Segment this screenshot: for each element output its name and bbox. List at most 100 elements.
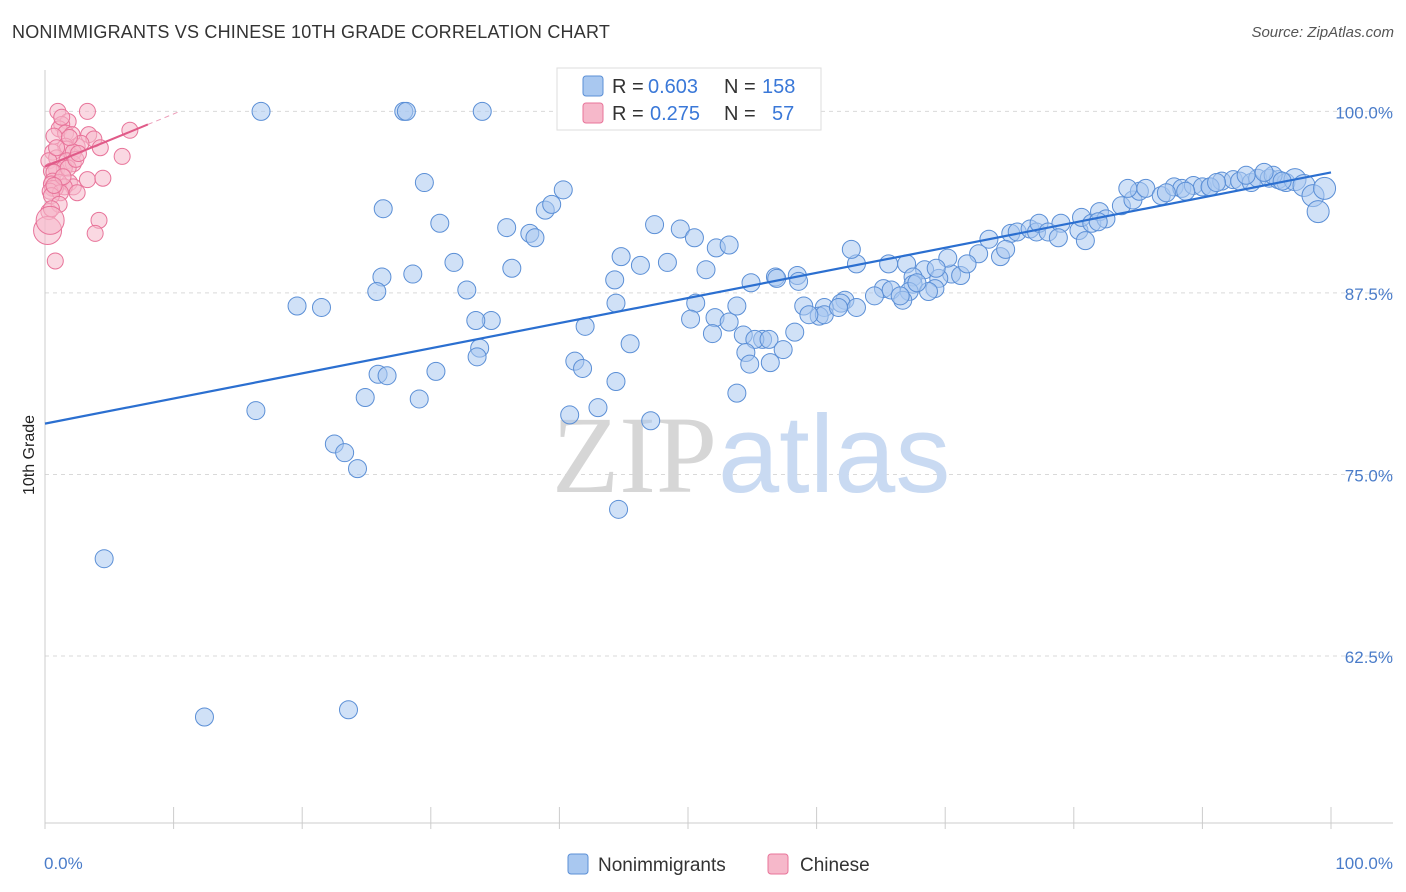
nonimmigrants-point-14 xyxy=(444,252,464,272)
nonimmigrants-point-98 xyxy=(785,322,805,342)
nonimmigrants-point-149 xyxy=(1156,183,1176,203)
chinese-point-26 xyxy=(78,171,96,189)
nonimmigrants-point-144 xyxy=(1236,165,1256,185)
y-tick-label-1: 87.5% xyxy=(1345,285,1393,304)
nonimmigrants-point-52 xyxy=(719,235,739,255)
nonimmigrants-point-152 xyxy=(1075,231,1095,251)
nonimmigrants-point-12 xyxy=(525,228,545,248)
source-label: Source: ZipAtlas.com xyxy=(1251,24,1394,41)
nonimmigrants-point-7 xyxy=(497,218,517,238)
axes xyxy=(44,70,1393,829)
chinese-point-50 xyxy=(35,205,65,235)
nonimmigrants-point-13 xyxy=(502,258,522,278)
chinese-trend-extension xyxy=(147,110,181,125)
nonimmigrants-point-44 xyxy=(605,270,625,290)
nonimmigrants-point-28 xyxy=(355,387,375,407)
nonimmigrants-point-30 xyxy=(246,401,266,421)
y-axis-label: 10th Grade xyxy=(21,415,38,495)
nonimmigrants-point-6 xyxy=(430,213,450,233)
nonimmigrants-point-41 xyxy=(94,549,114,569)
legend-r-label-2: R = xyxy=(612,103,644,125)
watermark-zip: ZIP xyxy=(552,394,717,516)
nonimmigrants-point-38 xyxy=(560,405,580,425)
nonimmigrants-point-27 xyxy=(426,361,446,381)
nonimmigrants-point-49 xyxy=(645,215,665,235)
x-tick-label-min: 0.0% xyxy=(44,854,83,873)
chinese-point-17 xyxy=(113,147,131,165)
nonimmigrants-point-157 xyxy=(926,258,946,278)
nonimmigrants-point-158 xyxy=(907,273,927,293)
nonimmigrants-point-57 xyxy=(719,312,739,332)
nonimmigrants-point-159 xyxy=(890,286,910,306)
chart-title: NONIMMIGRANTS VS CHINESE 10TH GRADE CORR… xyxy=(12,22,611,42)
nonimmigrants-point-50 xyxy=(684,228,704,248)
nonimmigrants-point-42 xyxy=(194,707,214,727)
legend-n-label-2: N = xyxy=(724,103,756,125)
nonimmigrants-point-19 xyxy=(287,296,307,316)
nonimmigrants-point-22 xyxy=(466,311,486,331)
nonimmigrants-point-26 xyxy=(377,366,397,386)
nonimmigrants-point-24 xyxy=(467,347,487,367)
nonimmigrants-point-45 xyxy=(611,247,631,267)
chinese-point-55 xyxy=(45,176,63,194)
nonimmigrants-point-15 xyxy=(403,264,423,284)
chinese-points xyxy=(33,102,139,270)
y-tick-labels: 100.0% 87.5% 75.0% 62.5% xyxy=(1335,103,1393,667)
nonimmigrants-point-3 xyxy=(472,101,492,121)
nonimmigrants-point-47 xyxy=(657,252,677,272)
nonimmigrants-point-48 xyxy=(670,219,690,239)
nonimmigrants-point-58 xyxy=(702,324,722,344)
nonimmigrants-point-40 xyxy=(609,499,629,519)
legend-swatch-blue xyxy=(582,75,604,97)
nonimmigrants-point-70 xyxy=(841,239,861,259)
nonimmigrants-point-2 xyxy=(396,101,416,121)
nonimmigrants-point-63 xyxy=(727,296,747,316)
watermark-atlas: atlas xyxy=(718,393,950,516)
nonimmigrants-point-9 xyxy=(542,194,562,214)
nonimmigrants-point-150 xyxy=(1118,178,1138,198)
chinese-trend-line xyxy=(44,123,149,168)
bottom-legend-label-2: Chinese xyxy=(800,855,870,876)
nonimmigrants-point-95 xyxy=(759,329,779,349)
legend-r-label-1: R = xyxy=(612,76,644,98)
chinese-point-44 xyxy=(86,224,104,242)
nonimmigrants-point-10 xyxy=(553,180,573,200)
legend-swatch-pink xyxy=(582,102,604,124)
nonimmigrants-point-46 xyxy=(630,255,650,275)
nonimmigrants-point-64 xyxy=(741,273,761,293)
nonimmigrants-point-5 xyxy=(373,199,393,219)
chinese-point-56 xyxy=(53,108,71,126)
legend-n-value-1: 158 xyxy=(762,76,795,98)
nonimmigrants-point-147 xyxy=(1254,162,1274,182)
nonimmigrants-point-4 xyxy=(414,173,434,193)
nonimmigrants-point-153 xyxy=(1048,228,1068,248)
bottom-legend-label-1: Nonimmigrants xyxy=(598,855,726,876)
y-tick-label-2: 75.0% xyxy=(1345,466,1393,485)
bottom-legend: Nonimmigrants Chinese xyxy=(567,853,870,876)
nonimmigrants-point-37 xyxy=(588,398,608,418)
nonimmigrants-point-102 xyxy=(740,354,760,374)
nonimmigrants-point-101 xyxy=(760,353,780,373)
nonimmigrants-point-39 xyxy=(641,411,661,431)
legend-r-value-2: 0.275 xyxy=(650,103,700,125)
nonimmigrants-point-155 xyxy=(957,254,977,274)
nonimmigrants-point-154 xyxy=(996,239,1016,259)
bottom-legend-swatch-pink xyxy=(767,853,789,875)
nonimmigrants-point-53 xyxy=(696,260,716,280)
nonimmigrants-point-55 xyxy=(681,309,701,329)
nonimmigrants-point-35 xyxy=(573,358,593,378)
nonimmigrants-point-60 xyxy=(606,293,626,313)
chinese-point-52 xyxy=(48,139,66,157)
x-tick-label-max: 100.0% xyxy=(1335,854,1393,873)
y-tick-label-3: 62.5% xyxy=(1345,648,1393,667)
nonimmigrants-point-62 xyxy=(620,334,640,354)
nonimmigrants-point-100 xyxy=(828,297,848,317)
legend-n-label-1: N = xyxy=(724,76,756,98)
nonimmigrants-point-148 xyxy=(1176,181,1196,201)
chinese-point-46 xyxy=(46,252,64,270)
nonimmigrants-point-36 xyxy=(606,372,626,392)
nonimmigrants-point-99 xyxy=(799,305,819,325)
chinese-point-39 xyxy=(68,184,86,202)
nonimmigrants-point-32 xyxy=(335,443,355,463)
nonimmigrants-point-97 xyxy=(773,340,793,360)
